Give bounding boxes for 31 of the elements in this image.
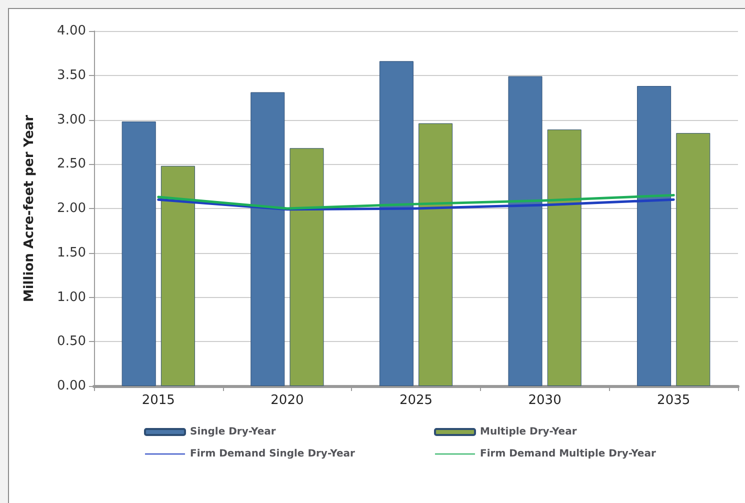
y-tick-label: 3.00 xyxy=(57,112,86,128)
bar xyxy=(508,76,542,386)
legend-label: Single Dry-Year xyxy=(190,426,276,438)
x-tick-label: 2020 xyxy=(270,393,304,408)
bar xyxy=(122,122,156,386)
line-series xyxy=(157,198,675,211)
y-tick-label: 1.50 xyxy=(57,245,86,260)
legend-label: Firm Demand Multiple Dry-Year xyxy=(480,448,656,460)
bar xyxy=(160,166,195,386)
bar xyxy=(418,123,453,386)
bar xyxy=(250,92,285,386)
bar xyxy=(547,130,582,386)
y-tick-label: 0.00 xyxy=(57,378,86,394)
x-tick-label: 2030 xyxy=(528,393,562,408)
bar xyxy=(637,86,672,386)
y-tick-label: 3.50 xyxy=(57,68,86,83)
bar xyxy=(379,61,414,386)
bar xyxy=(676,133,710,386)
bar xyxy=(290,148,324,386)
x-tick-label: 2035 xyxy=(657,393,690,408)
y-tick-label: 2.50 xyxy=(57,156,86,172)
line-series xyxy=(157,194,675,210)
y-tick-label: 2.00 xyxy=(57,201,86,216)
y-tick-label: 1.00 xyxy=(57,290,86,305)
x-tick-label: 2015 xyxy=(142,393,175,408)
y-axis-title: Million Acre-feet per Year xyxy=(22,114,37,302)
y-tick-label: 0.50 xyxy=(57,334,86,350)
y-tick-label: 4.00 xyxy=(57,24,86,38)
legend-label: Firm Demand Single Dry-Year xyxy=(190,448,355,460)
legend-label: Multiple Dry-Year xyxy=(480,426,577,438)
x-tick-label: 2025 xyxy=(399,393,433,408)
